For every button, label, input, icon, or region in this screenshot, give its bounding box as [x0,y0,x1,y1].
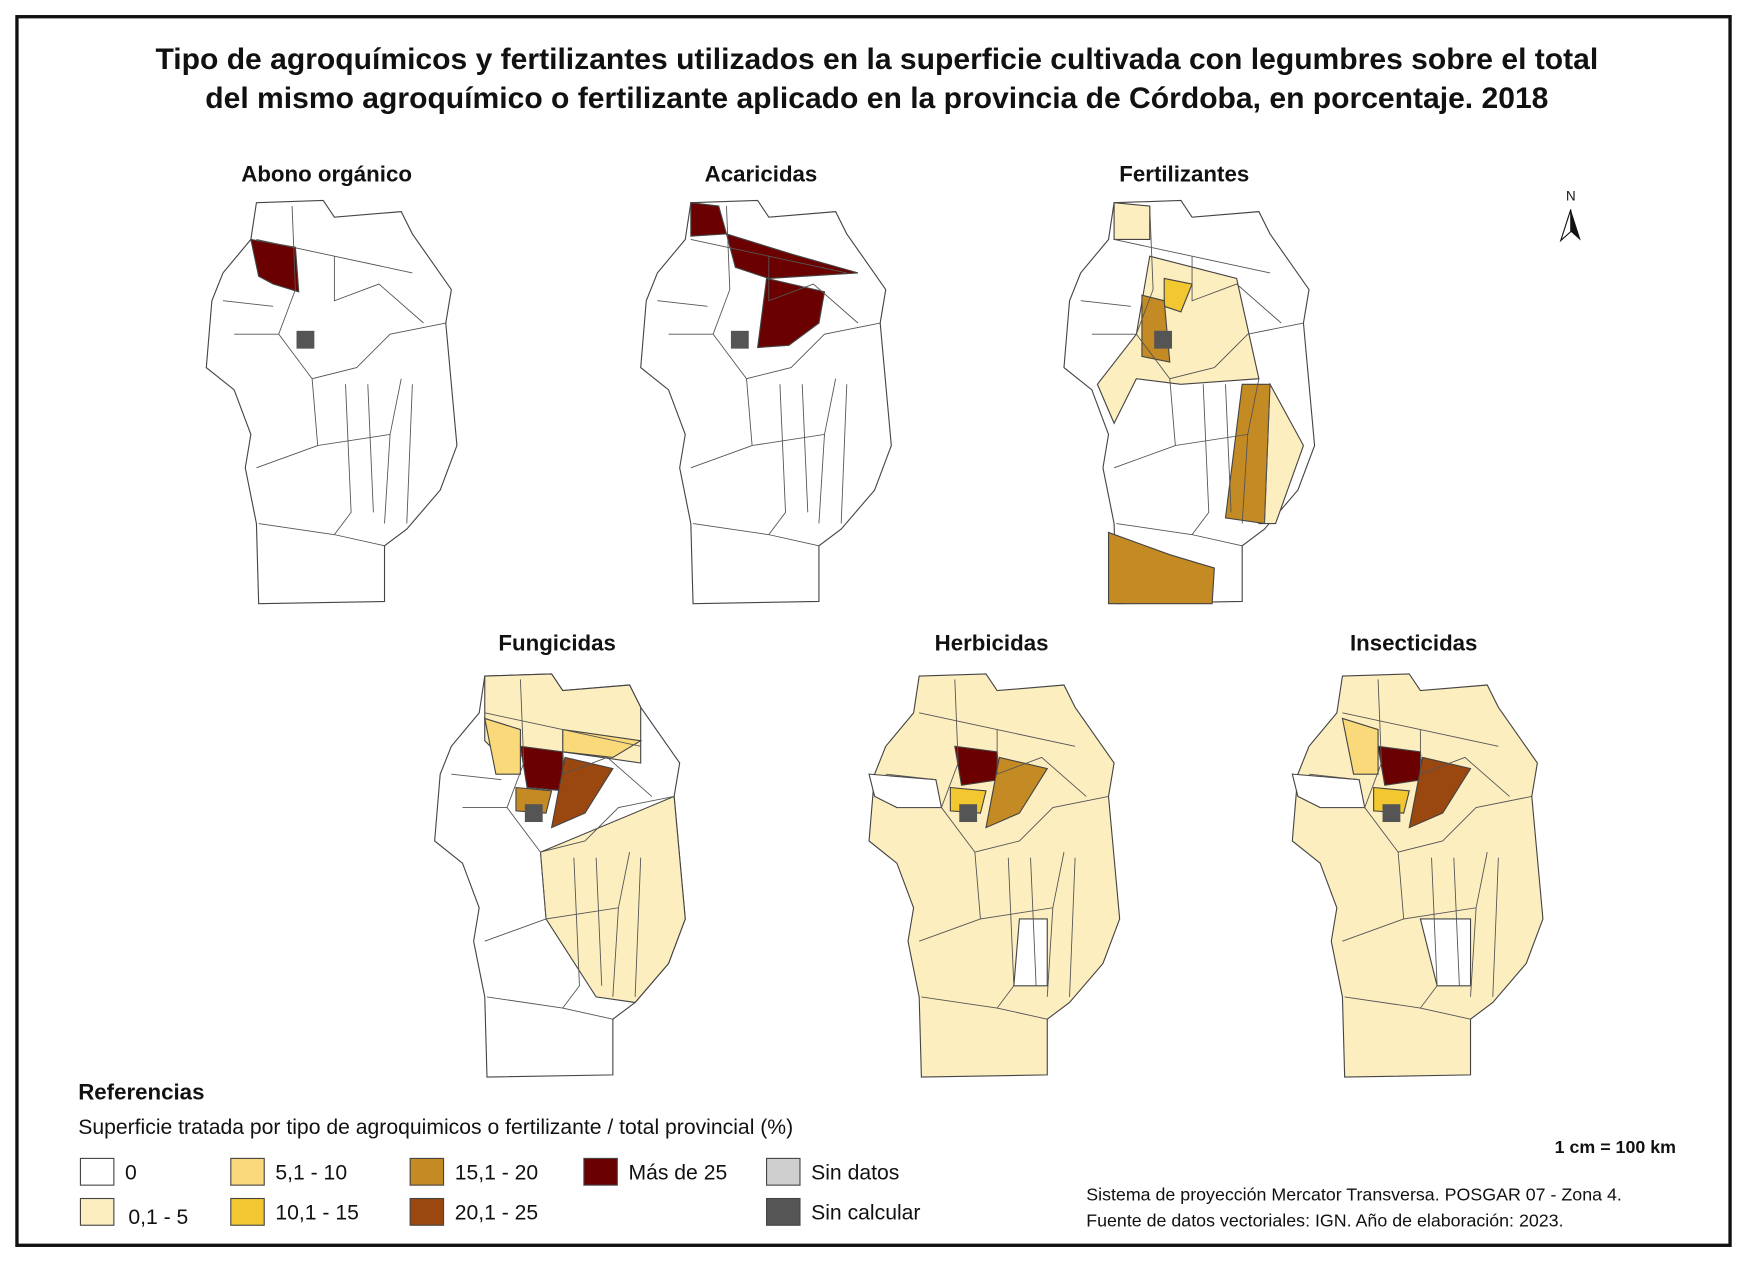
title-line: del mismo agroquímico o fertilizante apl… [205,82,1548,115]
note: Fuente de datos vectoriales: IGN. Año de… [1086,1210,1563,1230]
map-title: Fungicidas [498,630,616,655]
legend-swatch [583,1157,618,1186]
scale: 1 cm = 100 km [1555,1137,1676,1157]
north-label: N [1566,188,1576,203]
legend: 0 0,1 - 5 5,1 - 10 10,1 - 15 15,1 - 20 20,1 -… [79,1157,920,1229]
legend-label: 20,1 - 25 [455,1202,539,1225]
map-fungicidas [434,673,686,1078]
legend-label: 10,1 - 15 [275,1202,359,1225]
map-herbicidas [868,673,1121,1078]
legend-label: 0 [125,1162,137,1185]
legend-label: Sin datos [811,1162,899,1185]
legend-swatch [230,1197,265,1226]
map-abono [205,199,458,605]
map-acaricidas [640,199,892,605]
legend-title: Referencias [78,1079,204,1104]
legend-subtitle: Superficie tratada por tipo de agroquimi… [78,1116,793,1139]
legend-label: 0,1 - 5 [128,1206,188,1229]
title-line: Tipo de agroquímicos y fertilizantes uti… [155,43,1598,76]
legend-label: Más de 25 [628,1162,727,1185]
legend-swatch [79,1157,115,1186]
map-insecticidas [1291,673,1544,1078]
legend-label: Sin calcular [811,1202,920,1225]
legend-label: 15,1 - 20 [455,1162,539,1185]
map-fertilizantes [1063,199,1316,605]
legend-swatch [766,1157,801,1186]
legend-swatch [766,1197,801,1226]
map-title: Acaricidas [705,162,818,187]
legend-swatch [230,1157,265,1186]
note: Sistema de proyección Mercator Transvers… [1086,1185,1622,1205]
legend-swatch [409,1157,445,1186]
legend-label: 5,1 - 10 [275,1162,347,1185]
map-title: Insecticidas [1350,630,1477,655]
legend-swatch [79,1197,115,1226]
map-title: Abono orgánico [241,162,412,187]
map-title: Fertilizantes [1119,162,1249,187]
map-title: Herbicidas [935,630,1049,655]
legend-swatch [409,1197,445,1226]
